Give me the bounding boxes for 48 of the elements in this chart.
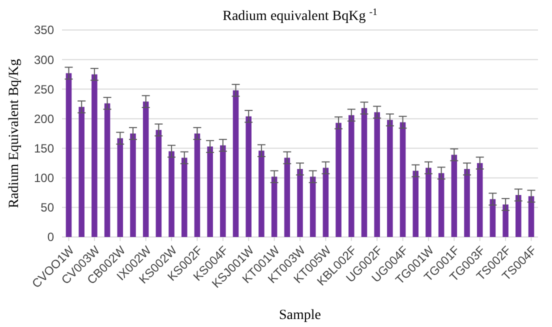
y-tick-label: 300 xyxy=(34,52,54,67)
bar xyxy=(426,168,432,237)
bar xyxy=(284,158,290,237)
bar xyxy=(322,168,329,237)
bar xyxy=(528,196,534,237)
bar xyxy=(181,158,188,237)
bar xyxy=(387,120,393,237)
y-tick-label: 200 xyxy=(34,112,54,126)
bar xyxy=(310,176,316,237)
bar xyxy=(207,146,213,237)
bar xyxy=(246,116,252,237)
bar xyxy=(117,138,124,237)
y-tick-label: 250 xyxy=(34,82,54,96)
bar xyxy=(400,122,406,237)
bar xyxy=(476,163,483,237)
y-tick-label: 100 xyxy=(34,171,54,186)
y-tick-label: 0 xyxy=(47,230,54,244)
y-axis-title: Radium Equivalent Bq/Kg xyxy=(7,58,22,208)
bar xyxy=(92,74,98,237)
bar xyxy=(168,151,174,237)
bar xyxy=(258,150,264,237)
bar xyxy=(297,168,303,237)
bar xyxy=(361,108,368,237)
bar xyxy=(374,112,380,237)
bar xyxy=(438,173,444,237)
bar xyxy=(502,204,508,237)
bar xyxy=(156,130,162,237)
bar xyxy=(130,134,136,237)
bar xyxy=(104,103,110,237)
bar xyxy=(516,195,522,237)
bar xyxy=(464,168,470,237)
y-tick-label: 350 xyxy=(34,23,54,38)
bar xyxy=(336,122,342,237)
bar xyxy=(451,154,458,237)
chart-title: Radium equivalent BqKg $^{-1}$ xyxy=(222,6,378,24)
bar xyxy=(232,90,239,237)
bar xyxy=(412,170,419,237)
bar xyxy=(490,199,496,237)
bar xyxy=(78,106,84,237)
bar xyxy=(66,73,72,237)
y-tick-label: 50 xyxy=(40,200,54,215)
bar xyxy=(142,102,149,237)
bar xyxy=(348,115,354,237)
y-tick-label: 150 xyxy=(34,141,54,156)
bar xyxy=(220,145,226,237)
bar xyxy=(194,134,200,237)
x-axis-title: Sample xyxy=(279,308,321,323)
bar xyxy=(271,176,278,237)
